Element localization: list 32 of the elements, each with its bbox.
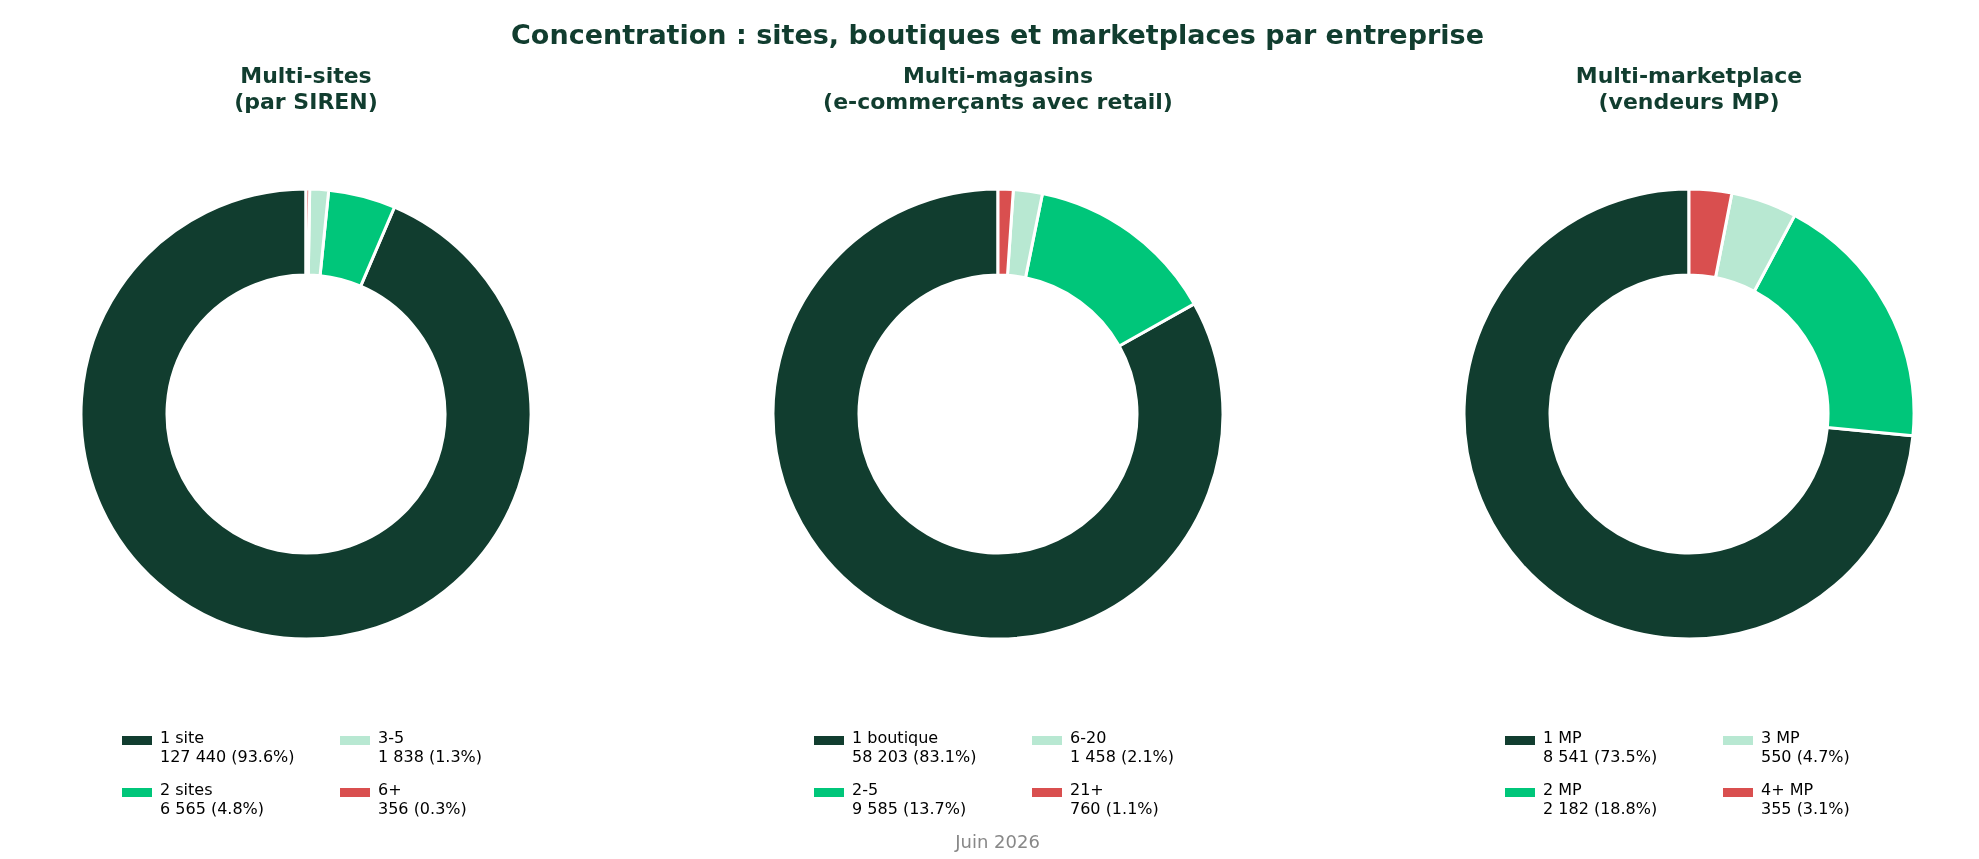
chart-title: Multi-sites (par SIREN) — [234, 63, 378, 114]
legend-label: 2 MP — [1543, 780, 1583, 799]
legend-label: 1 MP — [1543, 728, 1583, 747]
data-label: 6 565 (4.8%) — [160, 799, 265, 818]
data-label: 8 541 (73.5%) — [1543, 747, 1658, 766]
data-label: 1 458 (2.1%) — [1070, 747, 1175, 766]
chart-title: Multi-marketplace (vendeurs MP) — [1575, 63, 1803, 114]
data-label: 2 182 (18.8%) — [1543, 799, 1658, 818]
legend-label: 4+ MP — [1761, 780, 1814, 799]
text: Concentration : sites, boutiques et marketplaces par entreprise — [511, 19, 1484, 50]
data-label: 760 (1.1%) — [1070, 799, 1159, 818]
text: Juin 2026 — [954, 831, 1040, 852]
data-label: 1 838 (1.3%) — [378, 747, 483, 766]
legend-label: 6-20 — [1070, 728, 1107, 747]
legend-label: 1 boutique — [852, 728, 939, 747]
data-label: 127 440 (93.6%) — [160, 747, 295, 766]
donut-slice — [1462, 187, 1915, 641]
legend-label: 1 site — [160, 728, 205, 747]
legend-label: 3 MP — [1761, 728, 1801, 747]
legend-label: 6+ — [378, 780, 402, 799]
legend-label: 2 sites — [160, 780, 213, 799]
data-label: 58 203 (83.1%) — [852, 747, 977, 766]
donut-slice — [79, 187, 533, 641]
data-label: 9 585 (13.7%) — [852, 799, 967, 818]
data-label: 356 (0.3%) — [378, 799, 467, 818]
data-label: 355 (3.1%) — [1761, 799, 1850, 818]
legend-label: 21+ — [1070, 780, 1104, 799]
data-label: 550 (4.7%) — [1761, 747, 1850, 766]
chart-title: Multi-magasins (e-commerçants avec retail) — [823, 63, 1173, 114]
legend-label: 3-5 — [378, 728, 405, 747]
legend-label: 2-5 — [852, 780, 879, 799]
donut-slice — [771, 187, 1225, 641]
